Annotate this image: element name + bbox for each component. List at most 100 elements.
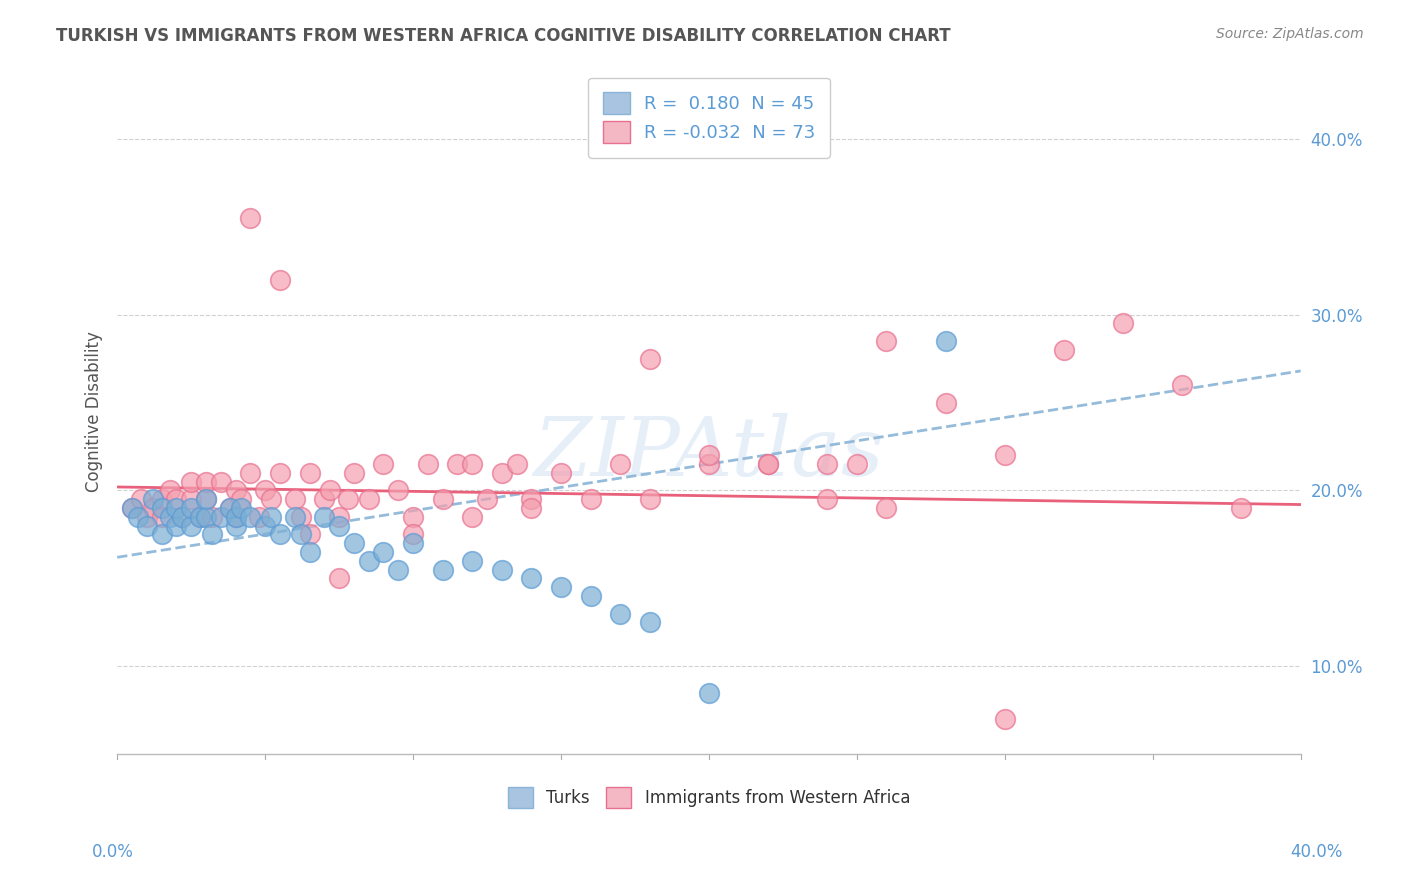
Point: [239, 211, 262, 225]
Point: [165, 518, 187, 533]
Text: 0.0%: 0.0%: [91, 843, 134, 861]
Point: [491, 563, 513, 577]
Point: [638, 351, 661, 366]
Point: [638, 615, 661, 630]
Point: [121, 501, 143, 516]
Point: [172, 509, 194, 524]
Point: [343, 466, 366, 480]
Point: [432, 563, 454, 577]
Point: [209, 475, 232, 489]
Point: [402, 536, 425, 550]
Point: [121, 501, 143, 516]
Point: [150, 501, 173, 516]
Point: [142, 492, 165, 507]
Point: [231, 501, 253, 516]
Point: [505, 457, 527, 471]
Point: [188, 509, 211, 524]
Point: [135, 518, 157, 533]
Point: [194, 492, 217, 507]
Point: [194, 475, 217, 489]
Point: [845, 457, 868, 471]
Point: [129, 492, 152, 507]
Point: [461, 509, 484, 524]
Point: [935, 334, 957, 348]
Point: [150, 492, 173, 507]
Point: [875, 334, 897, 348]
Point: [357, 554, 380, 568]
Point: [159, 483, 181, 498]
Point: [260, 509, 283, 524]
Point: [550, 580, 572, 594]
Point: [225, 509, 247, 524]
Point: [579, 492, 602, 507]
Point: [579, 589, 602, 603]
Point: [269, 272, 291, 286]
Point: [159, 509, 181, 524]
Point: [446, 457, 468, 471]
Text: ZIPAtlas: ZIPAtlas: [534, 412, 884, 492]
Point: [935, 395, 957, 409]
Point: [520, 501, 543, 516]
Point: [135, 509, 157, 524]
Point: [298, 545, 321, 559]
Point: [269, 527, 291, 541]
Point: [994, 448, 1017, 462]
Text: 40.0%: 40.0%: [1291, 843, 1343, 861]
Point: [260, 492, 283, 507]
Point: [201, 527, 224, 541]
Text: TURKISH VS IMMIGRANTS FROM WESTERN AFRICA COGNITIVE DISABILITY CORRELATION CHART: TURKISH VS IMMIGRANTS FROM WESTERN AFRIC…: [56, 27, 950, 45]
Point: [756, 457, 779, 471]
Point: [188, 509, 211, 524]
Point: [284, 492, 307, 507]
Point: [387, 483, 409, 498]
Point: [815, 492, 838, 507]
Point: [209, 509, 232, 524]
Point: [218, 501, 240, 516]
Point: [319, 483, 342, 498]
Point: [328, 509, 350, 524]
Point: [491, 466, 513, 480]
Point: [638, 492, 661, 507]
Point: [290, 527, 312, 541]
Point: [247, 509, 270, 524]
Point: [373, 545, 395, 559]
Point: [402, 509, 425, 524]
Point: [328, 518, 350, 533]
Point: [328, 571, 350, 585]
Point: [756, 457, 779, 471]
Point: [1053, 343, 1076, 357]
Point: [520, 492, 543, 507]
Point: [432, 492, 454, 507]
Point: [150, 509, 173, 524]
Point: [475, 492, 498, 507]
Point: [1112, 317, 1135, 331]
Point: [1230, 501, 1253, 516]
Y-axis label: Cognitive Disability: Cognitive Disability: [86, 331, 103, 491]
Point: [254, 483, 277, 498]
Point: [697, 448, 720, 462]
Point: [373, 457, 395, 471]
Point: [201, 509, 224, 524]
Point: [1171, 378, 1194, 392]
Point: [239, 466, 262, 480]
Point: [225, 518, 247, 533]
Point: [127, 509, 149, 524]
Point: [231, 492, 253, 507]
Point: [697, 686, 720, 700]
Point: [416, 457, 439, 471]
Point: [357, 492, 380, 507]
Point: [314, 509, 336, 524]
Point: [290, 509, 312, 524]
Point: [697, 457, 720, 471]
Point: [239, 509, 262, 524]
Text: Source: ZipAtlas.com: Source: ZipAtlas.com: [1216, 27, 1364, 41]
Point: [180, 475, 202, 489]
Point: [387, 563, 409, 577]
Point: [402, 527, 425, 541]
Point: [142, 501, 165, 516]
Point: [461, 554, 484, 568]
Point: [875, 501, 897, 516]
Point: [994, 712, 1017, 726]
Point: [225, 483, 247, 498]
Point: [194, 509, 217, 524]
